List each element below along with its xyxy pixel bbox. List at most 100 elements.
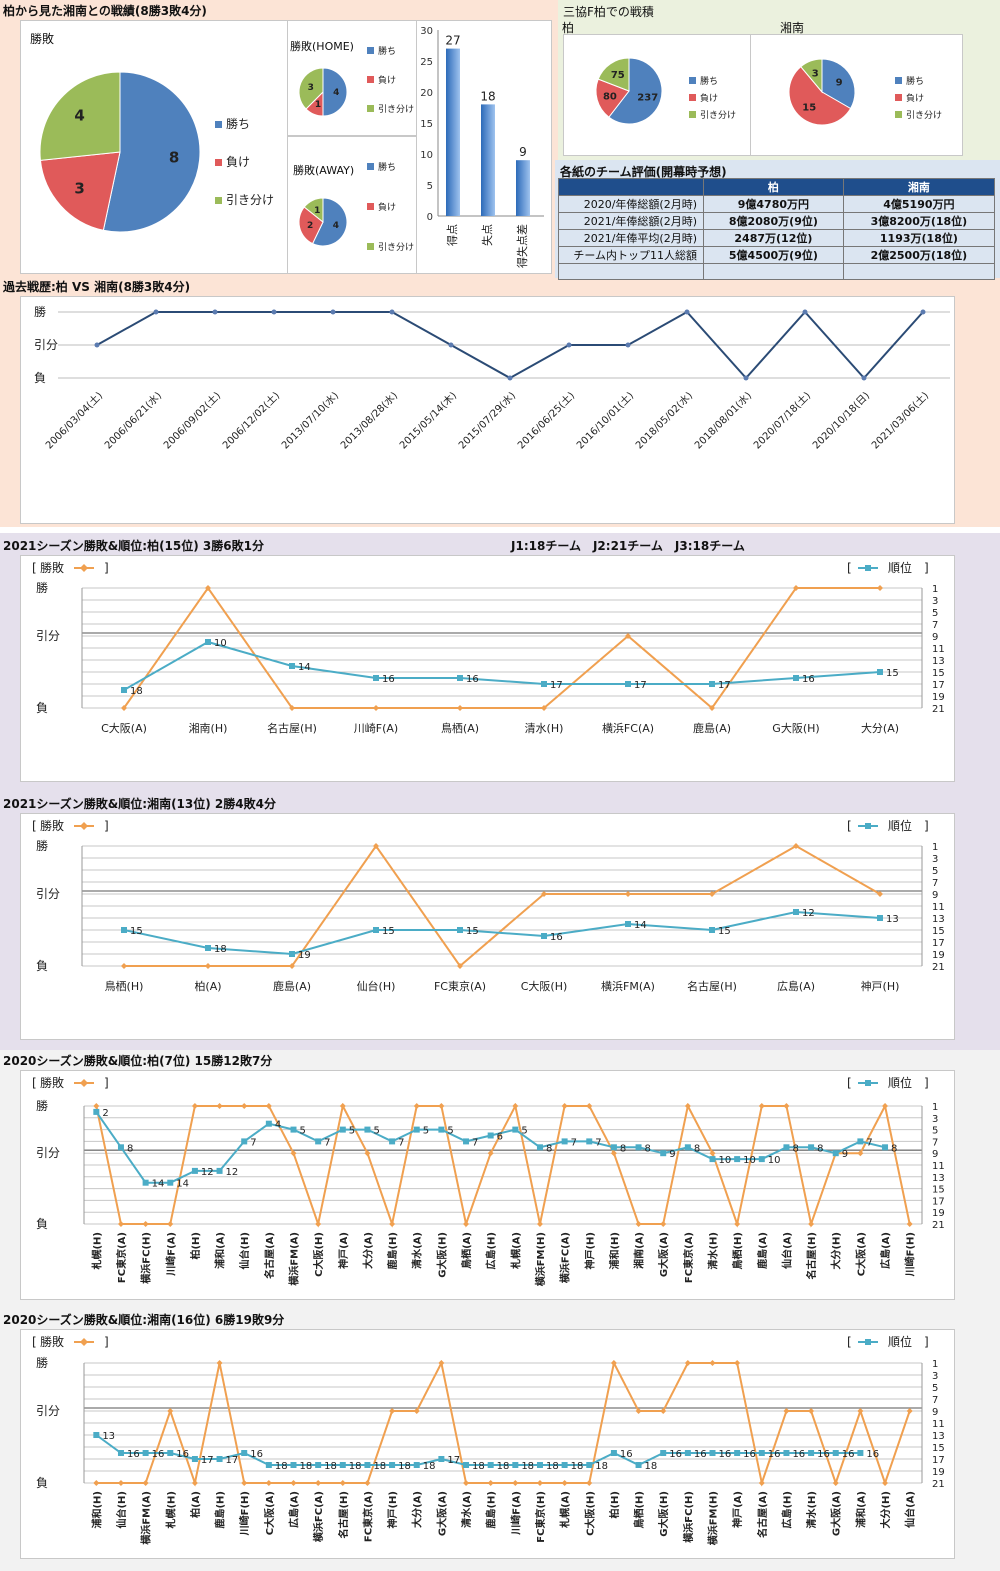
rank-value-label: 5 — [447, 1126, 453, 1137]
x-date-label: 2016/06/25(土) — [515, 389, 578, 452]
x-match-label: 清水(A) — [411, 1232, 424, 1269]
y-level-label: 負 — [36, 701, 48, 715]
rank-point — [487, 1132, 494, 1139]
result-point — [709, 1360, 716, 1366]
x-match-label: 鳥栖(H) — [105, 979, 144, 993]
rank-tick-label: 9 — [932, 632, 938, 643]
rank-point — [882, 1144, 889, 1151]
x-match-label: 川崎F(H) — [238, 1491, 251, 1536]
rank-point — [808, 1450, 815, 1456]
result-point — [438, 1360, 445, 1366]
y-level-label: 負 — [34, 371, 46, 385]
x-match-label: 名古屋(H) — [687, 979, 737, 993]
rank-value-label: 16 — [694, 1449, 707, 1460]
rank-value-label: 16 — [382, 674, 395, 685]
x-date-label: 2006/12/02(土) — [220, 389, 283, 452]
bar — [481, 104, 495, 216]
away-pie-label: 勝敗(AWAY) — [293, 164, 355, 177]
y-level-label: 引分 — [34, 338, 58, 352]
result-point — [783, 1408, 790, 1414]
result-point — [861, 375, 867, 381]
x-match-label: 鹿島(A) — [756, 1232, 769, 1269]
legend-left-marker — [80, 1079, 88, 1087]
away-pie-value-label: 1 — [314, 206, 320, 216]
result-point — [364, 1480, 371, 1486]
y-level-label: 負 — [36, 959, 48, 973]
rank-value-label: 10 — [768, 1155, 781, 1166]
rank-tick-label: 5 — [932, 866, 938, 877]
rank-tick-label: 15 — [932, 926, 945, 937]
history-title: 過去戦歴:柏 VS 湘南(8勝3敗4分) — [3, 280, 191, 294]
kashiwa-2021-panel — [20, 555, 955, 782]
result-point — [205, 963, 211, 969]
x-match-label: C大阪(A) — [101, 721, 147, 735]
rank-point — [289, 951, 295, 957]
legend-swatch — [689, 94, 696, 101]
result-point — [783, 1103, 790, 1109]
result-point — [205, 585, 211, 591]
y-level-label: 勝 — [34, 304, 46, 319]
result-point — [625, 633, 631, 639]
result-point — [373, 843, 379, 849]
rank-value-label: 16 — [768, 1449, 781, 1460]
rank-value-label: 17 — [550, 680, 563, 691]
rank-point — [783, 1450, 790, 1456]
x-match-label: G大阪(A) — [830, 1491, 843, 1536]
legend-right-marker — [865, 823, 871, 829]
rank-value-label: 17 — [226, 1455, 239, 1466]
x-date-label: 2013/07/10(水) — [279, 390, 341, 452]
x-match-label: 名古屋(A) — [756, 1491, 769, 1538]
result-line — [123, 586, 880, 710]
shonan-2021-panel — [20, 813, 955, 1040]
legend-right-label: 順位 — [888, 818, 912, 833]
legend-swatch — [367, 243, 374, 250]
rank-value-label: 18 — [300, 1461, 313, 1472]
result-point — [142, 1480, 149, 1486]
result-line — [96, 1360, 911, 1487]
rank-value-label: 7 — [324, 1137, 330, 1148]
rank-point — [734, 1450, 741, 1456]
rank-point — [339, 1462, 346, 1468]
rank-point — [373, 927, 379, 933]
x-match-label: FC東京(A) — [682, 1232, 695, 1283]
rank-value-label: 16 — [250, 1449, 263, 1460]
result-point — [882, 1103, 889, 1109]
eval-cell: 2020/年俸総額(2月時) — [558, 195, 704, 213]
legend-left-marker — [80, 564, 88, 572]
rank-point — [191, 1167, 198, 1174]
rank-point — [413, 1126, 420, 1133]
result-point — [167, 1408, 174, 1414]
main-pie-value-label: 4 — [74, 107, 84, 125]
rank-value-label: 18 — [521, 1461, 534, 1472]
rank-point — [364, 1462, 371, 1468]
x-match-label: G大阪(H) — [435, 1232, 448, 1278]
legend-bracket: ] — [104, 1076, 109, 1090]
x-match-label: 清水(H) — [525, 722, 564, 735]
result-point — [660, 1221, 667, 1227]
result-point — [832, 1480, 839, 1486]
result-point — [808, 1221, 815, 1227]
rank-value-label: 7 — [866, 1137, 872, 1148]
kashiwa-2020-panel — [20, 1070, 955, 1300]
rank-point — [758, 1156, 765, 1163]
rank-line — [123, 910, 881, 956]
bar-value-label: 18 — [480, 89, 495, 103]
bar — [446, 48, 460, 216]
rank-value-label: 13 — [886, 914, 899, 925]
x-match-label: 横浜FM(H) — [707, 1491, 720, 1545]
rank-value-label: 8 — [817, 1143, 823, 1154]
rank-tick-label: 5 — [932, 1383, 938, 1394]
rank-value-label: 8 — [645, 1143, 651, 1154]
eval-header-cell: 湘南 — [842, 178, 996, 196]
eval-row: チーム内トップ11人総額 5億4500万(9位) 2億2500万(18位) — [558, 246, 996, 264]
rank-value-label: 7 — [595, 1137, 601, 1148]
rank-point — [684, 1144, 691, 1151]
eval-cell — [558, 263, 704, 280]
legend-right-label: 順位 — [888, 560, 912, 575]
result-point — [191, 1480, 198, 1486]
result-point — [660, 1408, 667, 1414]
result-point — [153, 309, 159, 315]
rank-point — [216, 1167, 223, 1174]
rank-value-label: 18 — [645, 1461, 658, 1472]
rank-point — [877, 915, 883, 921]
